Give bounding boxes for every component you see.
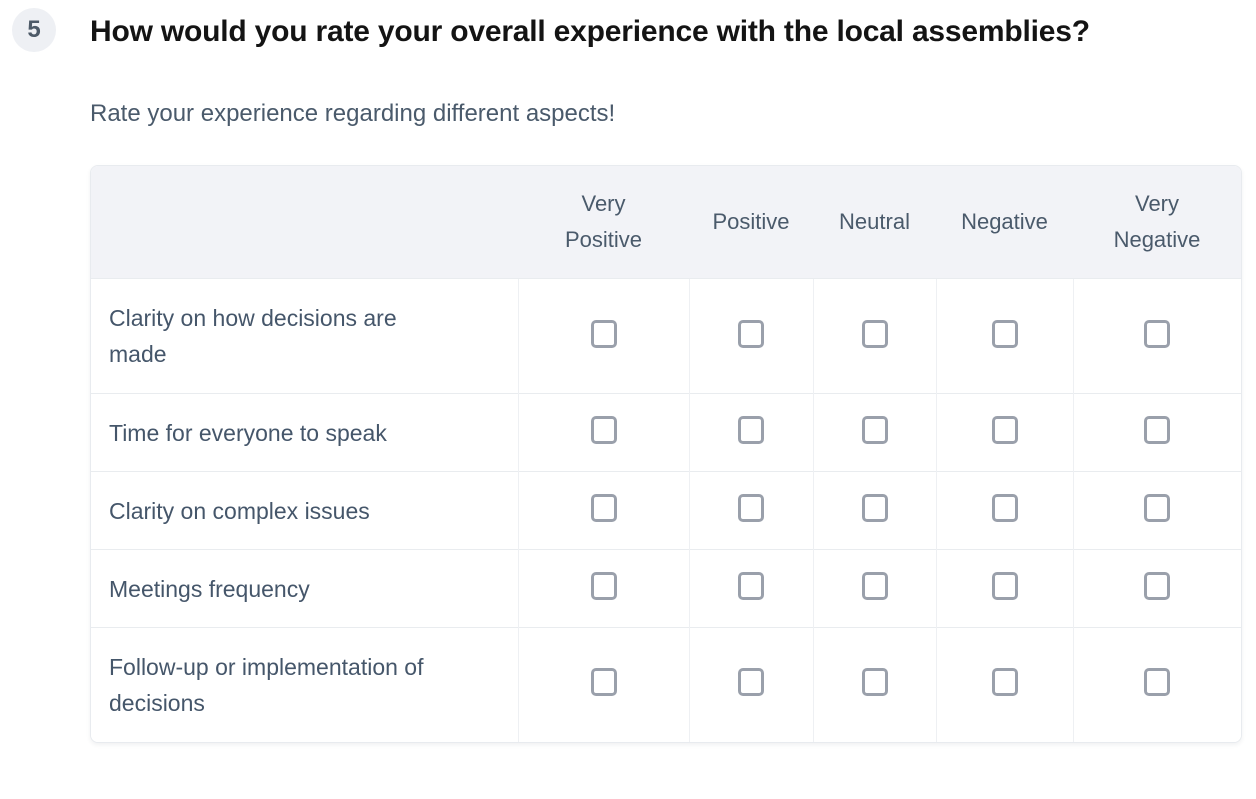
matrix-cell [812,627,936,742]
row-label: Clarity on how decisions are made [91,278,518,394]
matrix-row-clarity-on-how-decisions-are-made: Clarity on how decisions are made [91,278,1241,394]
rating-checkbox-follow-up-or-implementation-of-decisions-positive[interactable] [738,668,764,697]
matrix-cell [688,627,813,742]
column-header-positive: Positive [689,166,813,279]
matrix-cell [935,393,1073,472]
matrix-row-clarity-on-complex-issues: Clarity on complex issues [91,471,1241,550]
matrix-cell [935,278,1073,394]
matrix-cell [688,549,813,628]
rating-checkbox-clarity-on-how-decisions-are-made-very-negative[interactable] [1144,319,1171,348]
rating-checkbox-time-for-everyone-to-speak-very-positive[interactable] [590,416,617,444]
question-description: Rate your experience regarding different… [90,100,616,127]
rating-checkbox-clarity-on-how-decisions-are-made-neutral[interactable] [861,319,888,348]
rating-checkbox-meetings-frequency-very-negative[interactable] [1144,572,1171,600]
matrix-corner-cell [91,166,518,279]
matrix-cell [1072,627,1241,742]
rating-checkbox-clarity-on-complex-issues-very-positive[interactable] [590,494,617,522]
rating-checkbox-clarity-on-how-decisions-are-made-negative[interactable] [991,319,1018,348]
matrix-cell [1072,393,1241,472]
row-label: Time for everyone to speak [91,393,518,472]
question-number: 5 [27,16,41,43]
rating-matrix: Very Positive Positive Neutral Negative Very… [90,165,1242,743]
matrix-cell [1072,278,1241,394]
matrix-cell [935,471,1073,550]
matrix-cell [517,549,689,628]
matrix-cell [1072,471,1241,550]
rating-matrix-table: Very Positive Positive Neutral Negative Very… [91,166,1241,742]
rating-checkbox-meetings-frequency-very-positive[interactable] [590,572,617,600]
rating-checkbox-follow-up-or-implementation-of-decisions-very-negative[interactable] [1144,668,1171,697]
matrix-cell [812,549,936,628]
rating-checkbox-time-for-everyone-to-speak-neutral[interactable] [861,416,888,444]
column-header-neutral: Neutral [813,166,936,279]
rating-checkbox-time-for-everyone-to-speak-negative[interactable] [991,416,1018,444]
rating-checkbox-follow-up-or-implementation-of-decisions-neutral[interactable] [861,668,888,697]
question-number-badge: 5 [12,8,56,52]
rating-checkbox-meetings-frequency-positive[interactable] [738,572,764,600]
rating-checkbox-clarity-on-complex-issues-neutral[interactable] [861,494,888,522]
rating-checkbox-clarity-on-complex-issues-negative[interactable] [991,494,1018,522]
matrix-header-row: Very Positive Positive Neutral Negative Very… [91,166,1241,279]
rating-checkbox-clarity-on-complex-issues-very-negative[interactable] [1144,494,1171,522]
matrix-cell [1072,549,1241,628]
matrix-cell [517,393,689,472]
matrix-cell [935,627,1073,742]
matrix-cell [517,627,689,742]
rating-checkbox-time-for-everyone-to-speak-positive[interactable] [738,416,764,444]
column-header-negative: Negative [936,166,1073,279]
rating-checkbox-follow-up-or-implementation-of-decisions-negative[interactable] [991,668,1018,697]
matrix-row-time-for-everyone-to-speak: Time for everyone to speak [91,393,1241,472]
column-header-very-negative: Very Negative [1073,166,1241,279]
question-title: How would you rate your overall experien… [90,15,1090,48]
matrix-cell [517,278,689,394]
row-label: Clarity on complex issues [91,471,518,550]
rating-checkbox-meetings-frequency-neutral[interactable] [861,572,888,600]
column-header-very-positive: Very Positive [518,166,689,279]
row-label: Follow-up or implementation of decisions [91,627,518,742]
matrix-row-follow-up-or-implementation-of-decisions: Follow-up or implementation of decisions [91,627,1241,742]
matrix-cell [812,393,936,472]
matrix-cell [688,278,813,394]
matrix-cell [935,549,1073,628]
row-label: Meetings frequency [91,549,518,628]
rating-checkbox-meetings-frequency-negative[interactable] [991,572,1018,600]
matrix-cell [517,471,689,550]
matrix-cell [688,471,813,550]
rating-checkbox-clarity-on-how-decisions-are-made-positive[interactable] [738,319,764,348]
question-block: How would you rate your overall experien… [90,0,1256,743]
rating-checkbox-clarity-on-complex-issues-positive[interactable] [738,494,764,522]
matrix-cell [812,471,936,550]
rating-checkbox-time-for-everyone-to-speak-very-negative[interactable] [1144,416,1171,444]
matrix-cell [812,278,936,394]
rating-checkbox-clarity-on-how-decisions-are-made-very-positive[interactable] [590,319,617,348]
matrix-cell [688,393,813,472]
rating-checkbox-follow-up-or-implementation-of-decisions-very-positive[interactable] [590,668,617,697]
matrix-row-meetings-frequency: Meetings frequency [91,549,1241,628]
